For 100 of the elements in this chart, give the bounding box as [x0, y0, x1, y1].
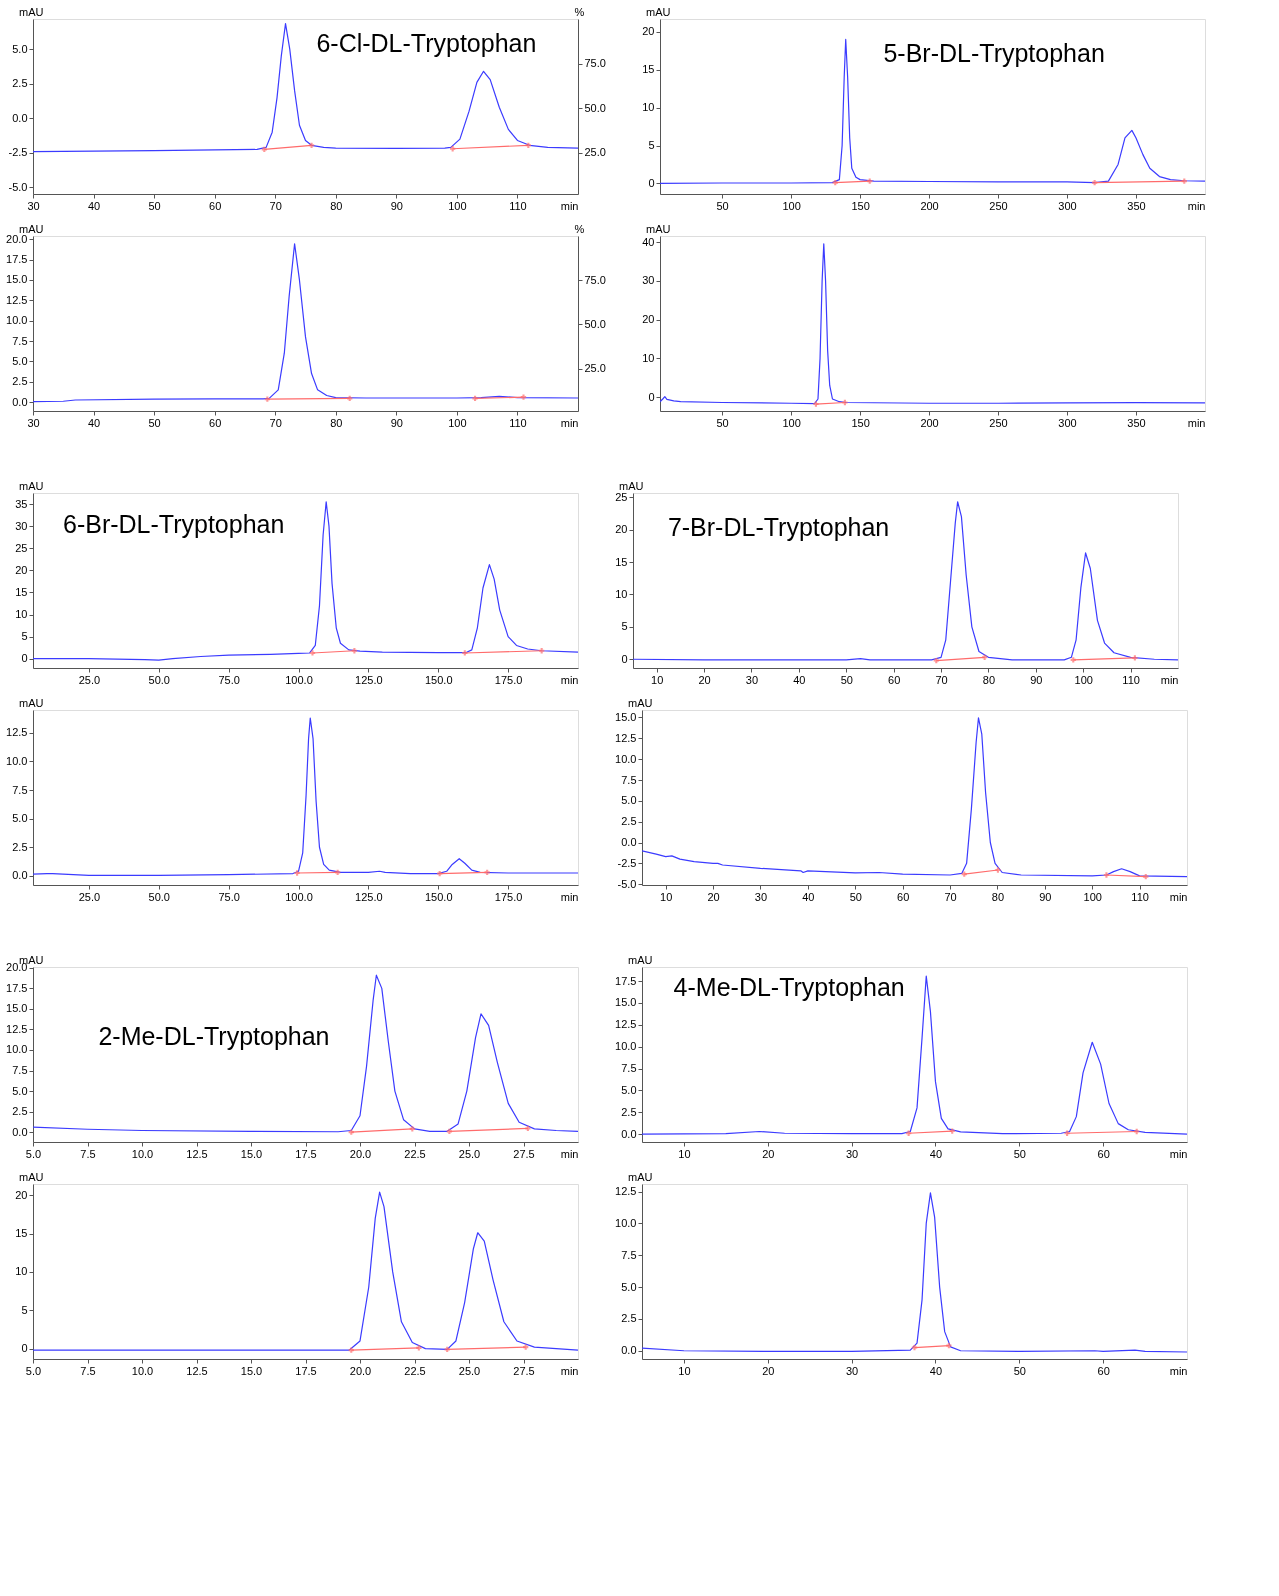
x-tick-label: 80: [330, 416, 343, 429]
y-tick-label: 10: [642, 101, 655, 114]
y-tick-label: 7.5: [12, 334, 28, 347]
x-tick-label: 50: [716, 199, 729, 212]
y-tick-label: 15.0: [615, 711, 637, 723]
y-tick-label: -2.5: [617, 856, 637, 869]
x-tick-label: 20.0: [349, 1364, 372, 1377]
y-tick-label: 2.5: [12, 840, 28, 853]
x-tick-label: 60: [209, 199, 222, 212]
x-tick-label: 10.0: [131, 1147, 154, 1160]
y-tick-label: 10.0: [615, 1216, 637, 1229]
x-tick-label: 40: [87, 416, 101, 429]
y-tick-label: 12.5: [615, 1018, 637, 1031]
x-axis-title: min: [560, 199, 579, 212]
x-tick-label: 27.5: [513, 1147, 535, 1160]
y-tick-label: 12.5: [615, 731, 637, 744]
text: 5-Br-DL-Tryptophan: [883, 39, 1105, 67]
line-series: [33, 1191, 578, 1351]
y-tick-label: 10: [642, 351, 655, 364]
x-tick-label: 70: [269, 199, 282, 212]
x-tick-label: 15.0: [240, 1364, 263, 1377]
x-tick-label: 100: [1083, 890, 1102, 903]
text: 2-Me-DL-Tryptophan: [98, 1022, 330, 1050]
y-axis-title: mAU: [619, 479, 644, 492]
x-tick-label: 7.5: [80, 1147, 96, 1160]
x-tick-label: 60: [897, 890, 910, 903]
y-tick-label: -5.0: [8, 181, 28, 193]
y-tick-label: 12.5: [615, 1185, 637, 1198]
y-tick-label: 5.0: [12, 42, 28, 55]
y-tick-label: 17.5: [615, 974, 637, 987]
chart-title: 4-Me-DL-Tryptophan: [673, 973, 905, 1001]
y-tick-label: 7.5: [621, 1062, 637, 1074]
line-series: [660, 243, 1205, 405]
x-tick-label: 125.0: [355, 890, 383, 903]
x-tick-label: 110: [509, 416, 527, 429]
x-tick-label: 40: [802, 890, 815, 903]
x-tick-label: 12.5: [186, 1147, 208, 1160]
x-tick-label: 27.5: [513, 1364, 535, 1377]
x-tick-label: 100: [448, 416, 467, 429]
line-series: [33, 22, 578, 153]
y-tick-label: 2.5: [12, 1105, 28, 1118]
y-tick-label: 2.5: [621, 1312, 637, 1325]
y-tick-label: 10.0: [615, 1040, 637, 1053]
x-tick-label: 40: [87, 199, 101, 212]
y-axis-title: mAU: [19, 479, 44, 492]
y-tick-label: 10.0: [6, 754, 28, 767]
y-tick-label: 20: [15, 563, 28, 576]
x-tick-label: 15.0: [240, 1147, 263, 1160]
y2-tick-label: 25.0: [584, 362, 606, 375]
y-tick-label: 0: [648, 390, 655, 403]
y-tick-label: 20: [642, 25, 655, 38]
line-series: [33, 501, 578, 661]
line-series: [642, 717, 1187, 878]
x-tick-label: 10: [678, 1147, 691, 1160]
x-tick-label: 25.0: [458, 1364, 481, 1377]
x-tick-label: 30: [845, 1364, 859, 1377]
x-tick-label: 17.5: [295, 1147, 317, 1160]
x-tick-label: 50: [840, 673, 853, 686]
x-tick-label: 100.0: [285, 673, 313, 686]
x-tick-label: 175.0: [494, 890, 523, 903]
line-series: [33, 974, 578, 1133]
x-tick-label: 40: [929, 1364, 943, 1377]
y-axis-title: mAU: [19, 5, 44, 18]
y-tick-label: 5: [648, 139, 655, 152]
y-tick-label: 0.0: [621, 836, 637, 848]
y-axis-title: mAU: [628, 1170, 653, 1183]
y-tick-label: 0: [648, 176, 655, 189]
y-tick-label: 7.5: [621, 773, 637, 786]
y-tick-label: 10.0: [6, 314, 28, 327]
x-tick-label: 70: [935, 673, 948, 686]
y-tick-label: 2.5: [621, 1105, 637, 1118]
y-tick-label: -5.0: [617, 877, 637, 890]
x-tick-label: 60: [888, 673, 901, 686]
x-tick-label: 250: [989, 416, 1008, 429]
y-tick-label: 0: [621, 652, 628, 665]
y2-tick-label: 75.0: [584, 273, 606, 286]
y-tick-label: 20.0: [6, 232, 28, 245]
x-tick-label: 50: [148, 416, 161, 429]
y2-tick-label: 25.0: [584, 146, 606, 159]
y-tick-label: -2.5: [8, 146, 28, 159]
x-axis-title: min: [560, 416, 579, 429]
y-tick-label: 5.0: [12, 812, 28, 825]
x-tick-label: 50: [1013, 1147, 1026, 1160]
y-tick-label: 0: [21, 652, 28, 665]
x-tick-label: 50: [148, 199, 161, 212]
y-tick-label: 10: [15, 608, 28, 621]
y2-axis-title: %: [574, 222, 585, 235]
x-tick-label: 22.5: [404, 1364, 426, 1377]
y-axis-title: mAU: [628, 696, 653, 709]
x-tick-label: 100: [448, 199, 467, 212]
text: 6-Br-DL-Tryptophan: [62, 509, 285, 538]
y-tick-label: 10: [15, 1265, 28, 1278]
x-tick-label: 20: [762, 1147, 775, 1160]
x-axis-title: min: [560, 890, 579, 903]
x-tick-label: 350: [1127, 199, 1146, 212]
x-tick-label: 20: [698, 673, 711, 686]
x-tick-label: 110: [1131, 890, 1149, 903]
x-tick-label: 80: [982, 673, 996, 686]
y-tick-label: 0: [21, 1342, 28, 1355]
y-tick-label: 10.0: [6, 1043, 28, 1056]
